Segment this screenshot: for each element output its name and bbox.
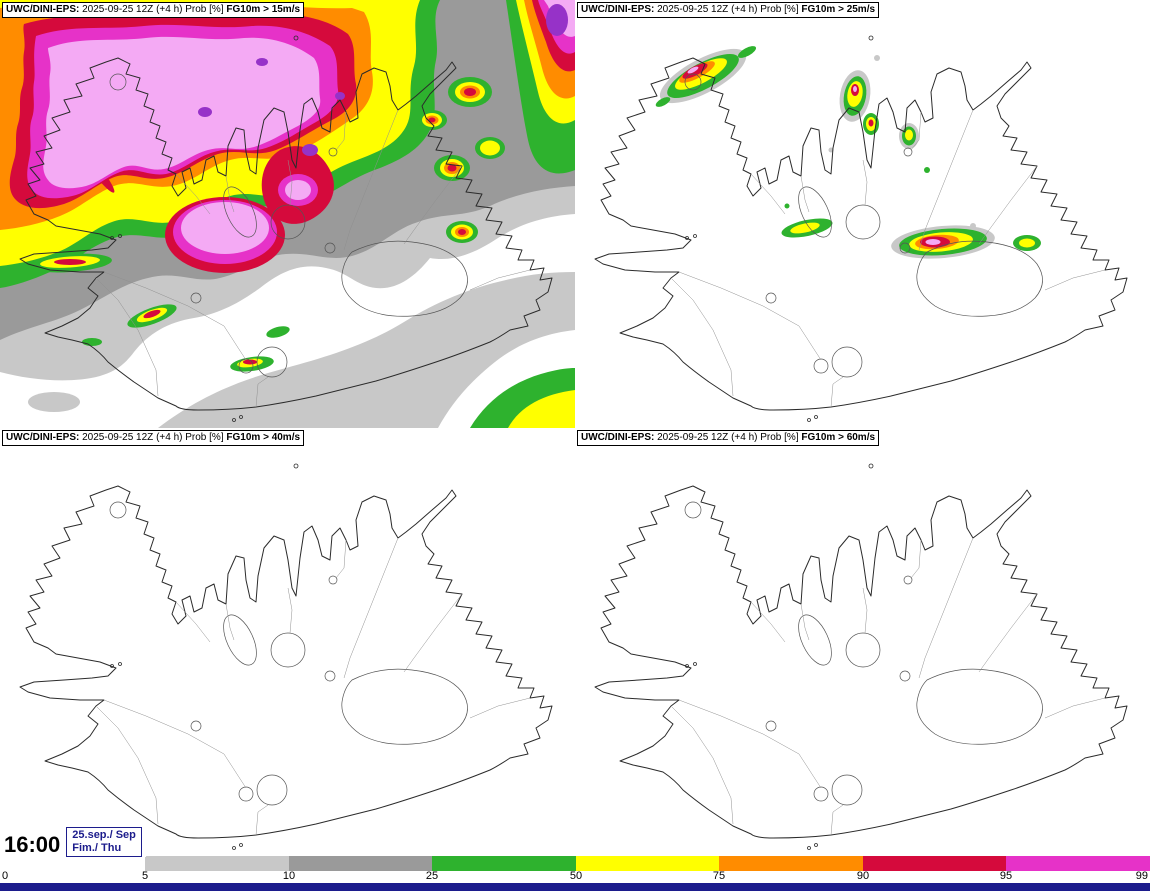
panel-grid: UWC/DINI-EPS: 2025-09-25 12Z (+4 h) Prob… [0, 0, 1150, 856]
run-label: 2025-09-25 12Z (+4 h) Prob [%] [82, 4, 224, 15]
model-label: UWC/DINI-EPS: [6, 4, 80, 15]
legend-segment-7 [1006, 856, 1150, 871]
legend-tick-25: 25 [425, 870, 439, 882]
model-label: UWC/DINI-EPS: [581, 432, 655, 443]
iceland-map [19, 463, 553, 850]
map-panel-fg15: UWC/DINI-EPS: 2025-09-25 12Z (+4 h) Prob… [0, 0, 575, 428]
valid-time-block: 16:00 25.sep./ Sep Fim./ Thu [4, 827, 146, 857]
valid-day: Fim./ Thu [72, 842, 122, 854]
footer-baseline-bar [0, 883, 1150, 891]
legend-segment-1 [145, 856, 289, 871]
legend-segment-5 [719, 856, 863, 871]
threshold-label: FG10m > 15m/s [226, 4, 301, 15]
legend-tick-10: 10 [282, 870, 296, 882]
legend-segment-6 [862, 856, 1007, 871]
map-panel-fg25: UWC/DINI-EPS: 2025-09-25 12Z (+4 h) Prob… [575, 0, 1150, 428]
map-panel-fg60: UWC/DINI-EPS: 2025-09-25 12Z (+4 h) Prob… [575, 428, 1150, 856]
probability-field-fg25 [655, 46, 1041, 259]
legend-tick-50: 50 [569, 870, 583, 882]
valid-time: 16:00 [4, 832, 61, 857]
legend-segment-3 [432, 856, 576, 871]
iceland-map [0, 0, 575, 428]
legend-tick-90: 90 [856, 870, 870, 882]
model-label: UWC/DINI-EPS: [6, 432, 80, 443]
run-label: 2025-09-25 12Z (+4 h) Prob [%] [657, 432, 799, 443]
legend-colorbar [0, 856, 1150, 871]
panel-title: UWC/DINI-EPS: 2025-09-25 12Z (+4 h) Prob… [577, 2, 880, 18]
threshold-label: FG10m > 25m/s [801, 4, 876, 15]
legend-segment-4 [575, 856, 720, 871]
valid-date: 25.sep./ Sep [72, 829, 136, 841]
run-label: 2025-09-25 12Z (+4 h) Prob [%] [82, 432, 224, 443]
panel-title: UWC/DINI-EPS: 2025-09-25 12Z (+4 h) Prob… [577, 430, 880, 446]
legend-ticks: 0 5 10 25 50 75 90 95 99 [0, 870, 1150, 883]
map-panel-fg40: UWC/DINI-EPS: 2025-09-25 12Z (+4 h) Prob… [0, 428, 575, 856]
model-label: UWC/DINI-EPS: [581, 4, 655, 15]
panel-title: UWC/DINI-EPS: 2025-09-25 12Z (+4 h) Prob… [2, 2, 305, 18]
iceland-map [594, 463, 1128, 850]
threshold-label: FG10m > 60m/s [801, 432, 876, 443]
legend-segment-0 [0, 856, 145, 871]
legend-tick-5: 5 [141, 870, 149, 882]
legend-segment-2 [288, 856, 433, 871]
run-label: 2025-09-25 12Z (+4 h) Prob [%] [657, 4, 799, 15]
threshold-label: FG10m > 40m/s [226, 432, 301, 443]
iceland-map [594, 35, 1128, 422]
probability-field-fg15 [0, 0, 575, 428]
panel-title: UWC/DINI-EPS: 2025-09-25 12Z (+4 h) Prob… [2, 430, 305, 446]
legend-tick-99: 99 [1135, 870, 1148, 882]
valid-date-box: 25.sep./ Sep Fim./ Thu [66, 827, 142, 857]
legend-tick-0: 0 [2, 870, 9, 882]
legend-tick-95: 95 [999, 870, 1013, 882]
legend-footer: 0 5 10 25 50 75 90 95 99 [0, 856, 1150, 891]
legend-tick-75: 75 [712, 870, 726, 882]
